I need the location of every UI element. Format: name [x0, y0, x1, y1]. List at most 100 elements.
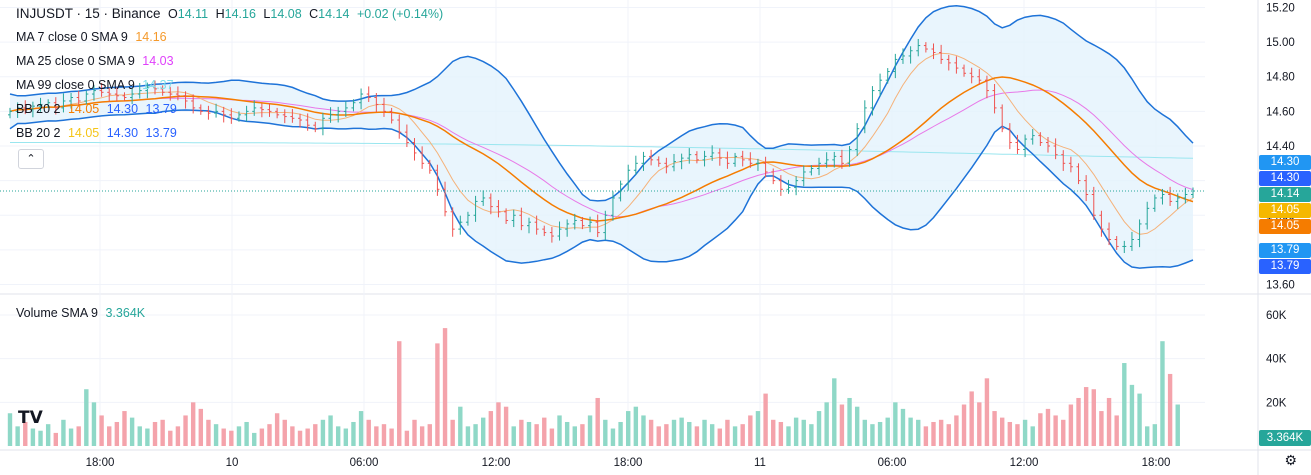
- volume-bar: [152, 421, 158, 446]
- bb2-upper-value: 14.30: [106, 126, 139, 140]
- volume-bar: [603, 419, 608, 446]
- volume-bar: [488, 411, 494, 446]
- volume-label: Volume SMA 9: [16, 306, 98, 320]
- volume-bar: [412, 419, 417, 446]
- tradingview-logo-text: TV: [18, 408, 43, 428]
- volume-bar: [946, 424, 951, 446]
- volume-bar: [397, 341, 402, 446]
- volume-bar: [702, 419, 707, 446]
- price-tick-label: 14.60: [1266, 106, 1295, 118]
- volume-bar: [542, 417, 547, 446]
- volume-bar: [572, 426, 577, 446]
- volume-bar: [992, 411, 997, 446]
- volume-bar: [931, 421, 936, 446]
- change-value: +0.02 (+0.14%): [356, 7, 444, 21]
- volume-bar: [977, 402, 982, 446]
- volume-bar: [244, 421, 249, 446]
- volume-bar: [1076, 397, 1081, 446]
- volume-bar: [236, 426, 242, 446]
- volume-bar: [23, 421, 28, 446]
- volume-bar: [564, 421, 570, 446]
- volume-bar: [671, 419, 677, 446]
- time-tick-label: 18:00: [614, 457, 643, 469]
- open-value: 14.11: [177, 7, 209, 21]
- ma25-value: 14.03: [142, 54, 174, 68]
- gear-icon[interactable]: ⚙: [1284, 452, 1297, 468]
- volume-bar: [748, 415, 753, 446]
- volume-bar: [38, 430, 43, 446]
- volume-tick-label: 40K: [1266, 354, 1287, 366]
- volume-bar: [1160, 341, 1165, 446]
- close-label: C: [309, 7, 319, 21]
- volume-bar: [1167, 373, 1173, 446]
- volume-bar: [374, 426, 379, 446]
- volume-bar: [213, 424, 219, 446]
- volume-bar: [358, 411, 364, 446]
- bb1-legend[interactable]: BB 20 2 14.05 14.30 13.79: [16, 102, 181, 116]
- volume-bar: [832, 378, 837, 446]
- volume-legend[interactable]: Volume SMA 9 3.364K: [16, 306, 149, 320]
- volume-bar: [1129, 384, 1135, 446]
- volume-bar: [1061, 419, 1066, 446]
- ma25-line: [9, 89, 1194, 218]
- volume-bar: [458, 406, 463, 446]
- ma7-line: [9, 52, 1194, 235]
- time-tick-label: 18:00: [1142, 457, 1171, 469]
- volume-bar: [778, 421, 784, 446]
- volume-bar: [961, 404, 967, 446]
- volume-bar: [114, 421, 120, 446]
- tradingview-logo[interactable]: TV: [18, 408, 52, 430]
- volume-bar: [99, 415, 104, 446]
- price-tag: 14.14: [1259, 186, 1311, 202]
- low-label: L: [263, 7, 271, 21]
- volume-bar: [618, 421, 623, 446]
- ma7-legend[interactable]: MA 7 close 0 SMA 9 14.16: [16, 30, 171, 44]
- volume-bar: [1091, 389, 1096, 446]
- volume-bar: [893, 402, 898, 446]
- volume-bar: [793, 417, 799, 446]
- bb2-legend[interactable]: BB 20 2 14.05 14.30 13.79: [16, 126, 181, 140]
- time-tick-label: 06:00: [878, 457, 907, 469]
- volume-bar: [801, 419, 806, 446]
- ma25-legend[interactable]: MA 25 close 0 SMA 9 14.03: [16, 54, 178, 68]
- ma99-value: 14.37: [142, 78, 174, 92]
- volume-bar: [610, 428, 616, 446]
- volume-bar: [190, 402, 196, 446]
- time-tick-label: 12:00: [482, 457, 511, 469]
- volume-bar: [366, 419, 371, 446]
- volume-bar: [549, 428, 555, 446]
- volume-bar: [1122, 363, 1127, 446]
- volume-bar: [465, 426, 471, 446]
- price-tick-label: 13.60: [1266, 280, 1295, 292]
- volume-bar: [7, 413, 13, 446]
- volume-bar: [1152, 424, 1158, 446]
- volume-bar: [534, 424, 539, 446]
- volume-bar: [809, 424, 814, 446]
- volume-bar: [847, 397, 852, 446]
- volume-bar: [175, 426, 181, 446]
- volume-bar: [709, 424, 715, 446]
- high-value: 14.16: [224, 7, 256, 21]
- volume-bar: [45, 424, 51, 446]
- volume-bar: [30, 428, 36, 446]
- volume-bar: [862, 419, 868, 446]
- volume-bar: [1015, 424, 1020, 446]
- volume-bar: [252, 432, 257, 446]
- volume-bar: [664, 424, 669, 446]
- price-tick-label: 14.40: [1266, 141, 1295, 153]
- bb1-basis-value: 14.05: [67, 102, 100, 116]
- symbol-label: INJUSDT · 15 · Binance: [16, 6, 161, 21]
- open-label: O: [168, 7, 178, 21]
- ma99-legend[interactable]: MA 99 close 0 SMA 9 14.37: [16, 78, 178, 92]
- volume-bar: [274, 413, 280, 446]
- volume-bar: [526, 421, 532, 446]
- volume-bar: [1045, 408, 1051, 446]
- volume-bar: [259, 428, 265, 446]
- volume-bar: [137, 426, 142, 446]
- collapse-legend-button[interactable]: ⌃: [18, 149, 44, 169]
- volume-bar: [816, 411, 822, 446]
- time-tick-label: 06:00: [350, 457, 379, 469]
- price-tag: 14.30: [1259, 170, 1311, 186]
- time-tick-label: 10: [226, 457, 239, 469]
